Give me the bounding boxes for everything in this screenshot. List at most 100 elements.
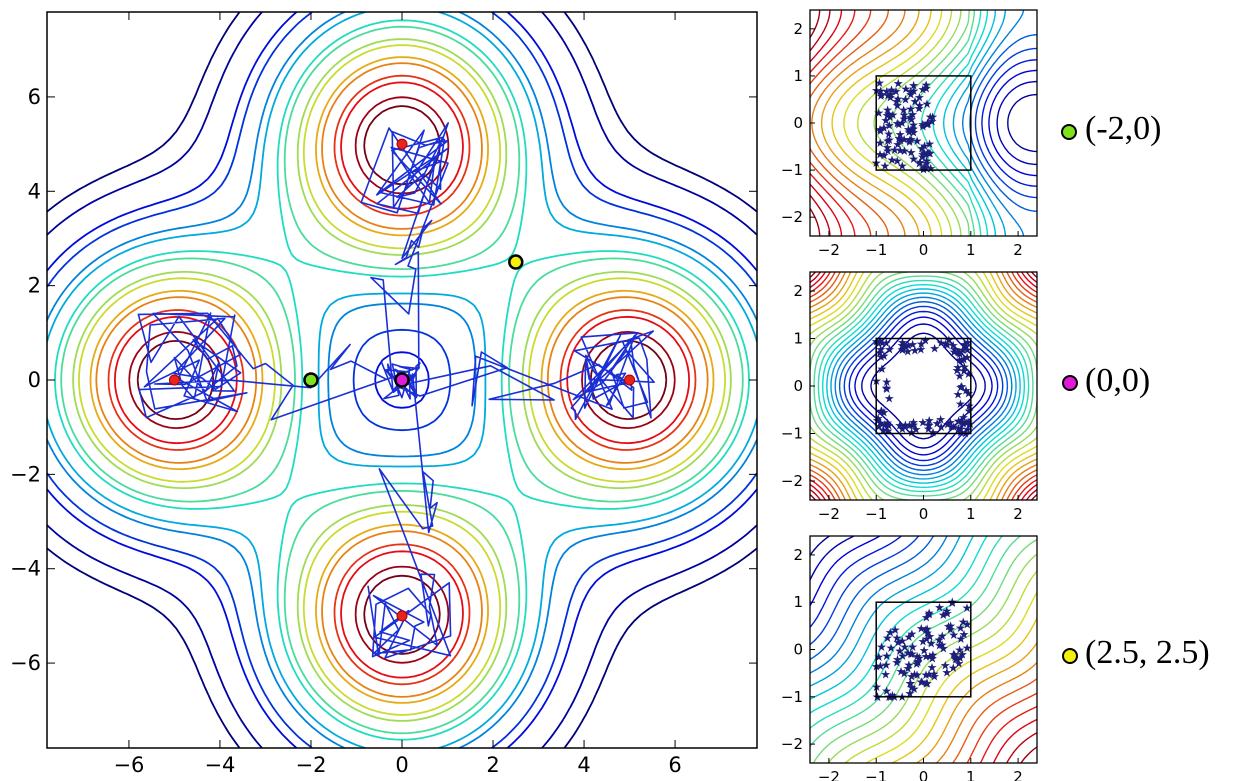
legend-dot-magenta [1062,375,1078,391]
inset-1-star-0: ★ [881,375,892,389]
inset-0-star-56: ★ [882,108,893,122]
inset-0-xtick-label-4: 2 [1013,241,1023,259]
inset-1-star-9: ★ [949,343,960,357]
inset-0-star-53: ★ [920,161,931,175]
inset-0-star-106: ★ [907,107,918,121]
inset-2-star-83: ★ [906,681,917,695]
inset-1-star-28: ★ [958,411,969,425]
inset-0-contour-17 [831,10,932,236]
inset-2-star-109: ★ [948,628,959,642]
sampler-trajectory [137,122,655,659]
inset-2-star-55: ★ [927,648,938,662]
legend-dot-yellow [1062,648,1078,664]
inset-1-star-8: ★ [897,422,908,436]
main-ytick-label-4: 2 [28,274,41,298]
inset-0-star-3: ★ [897,159,908,173]
inset-1-star-67: ★ [902,345,913,359]
inset-1-star-2: ★ [907,338,918,352]
inset-0-contour-19 [811,10,906,236]
legend-dot-green [1061,124,1077,140]
mode-center-1 [396,610,408,622]
inset-0-star-95: ★ [905,102,916,116]
inset-1-ytick-label-2: 0 [793,377,803,395]
inset-1-star-86: ★ [963,415,974,429]
inset-0-contour-15 [857,10,953,236]
inset-0-star-84: ★ [892,99,903,113]
inset-2-contour-1 [810,536,830,556]
inset-2-contour-10 [810,536,988,714]
inset-1-star-40: ★ [953,415,964,429]
inset-1-star-89: ★ [878,423,889,437]
inset-0-star-25: ★ [914,91,925,105]
mode-center-2 [168,374,180,386]
inset-1-star-30: ★ [876,362,887,376]
inset-2-star-106: ★ [921,676,932,690]
inset-0-star-33: ★ [885,90,896,104]
main-ytick-label-0: −6 [10,651,41,675]
inset-0-star-9: ★ [921,157,932,171]
inset-0-ytick-label-3: 1 [793,67,803,85]
inset-1-star-27: ★ [945,415,956,429]
inset-1-star-78: ★ [959,352,970,366]
inset-1-star-75: ★ [908,418,919,432]
inset-0-contour-12 [907,10,976,236]
inset-1-star-41: ★ [875,416,886,430]
inset-1-star-53: ★ [881,382,892,396]
inset-0-star-73: ★ [893,117,904,131]
inset-2-star-97: ★ [881,649,892,663]
inset-1-contour-16 [810,272,1037,500]
inset-2-star-21: ★ [907,647,918,661]
inset-0-star-58: ★ [925,110,936,124]
inset-1-star-74: ★ [944,333,955,347]
inset-0-star-63: ★ [875,124,886,138]
inset-1-star-56: ★ [953,421,964,435]
inset-1-star-42: ★ [875,342,886,356]
inset-1-star-83: ★ [962,343,973,357]
inset-0-star-52: ★ [914,99,925,113]
inset-0-contour-25 [810,10,821,236]
inset-0-contour-21 [810,10,872,236]
inset-1-star-55: ★ [900,418,911,432]
inset-2-star-58: ★ [892,653,903,667]
inset-1-ytick-label-1: −1 [781,425,803,443]
inset-0-star-18: ★ [906,123,917,137]
inset-2-star-90: ★ [912,655,923,669]
inset-0-star-92: ★ [882,103,893,117]
inset-1-star-49: ★ [920,333,931,347]
legend-label-magenta: (0,0) [1085,362,1151,399]
inset-2-star-96: ★ [955,621,966,635]
inset-0-star-43: ★ [918,119,929,133]
inset-2-star-63: ★ [921,611,932,625]
inset-2-star-102: ★ [904,658,915,672]
inset-0-star-83: ★ [883,127,894,141]
inset-1-contour-5 [843,305,1004,467]
inset-2-contour-6 [810,536,935,661]
inset-2-star-37: ★ [912,668,923,682]
inset-1-star-37: ★ [874,346,885,360]
inset-1-xtick-label-2: 0 [919,505,929,523]
main-xtick-label-3: 0 [395,753,408,777]
inset-0-star-88: ★ [919,146,930,160]
inset-2-star-32: ★ [955,651,966,665]
inset-1-star-59: ★ [961,340,972,354]
contour-line-6 [54,19,750,741]
inset-0-contour-22 [810,10,856,236]
inset-1-star-34: ★ [916,337,927,351]
main-xtick-label-0: −6 [113,753,144,777]
inset-0-star-21: ★ [894,131,905,145]
inset-0-star-8: ★ [917,142,928,156]
inset-2-star-23: ★ [887,689,898,703]
inset-2-contour-22 [979,705,1037,763]
inset-0-star-46: ★ [921,82,932,96]
inset-2-xtick-label-4: 2 [1013,768,1023,781]
inset-2-star-89: ★ [916,675,927,689]
inset-0-star-10: ★ [924,137,935,151]
inset-2-star-105: ★ [906,669,917,683]
inset-2-star-34: ★ [949,648,960,662]
inset-0-star-76: ★ [922,146,933,160]
main-ytick-label-6: 6 [28,85,41,109]
inset-1-star-65: ★ [908,415,919,429]
inset-0-star-71: ★ [884,110,895,124]
inset-2-star-62: ★ [896,664,907,678]
inset-0-contour-23 [810,10,843,236]
